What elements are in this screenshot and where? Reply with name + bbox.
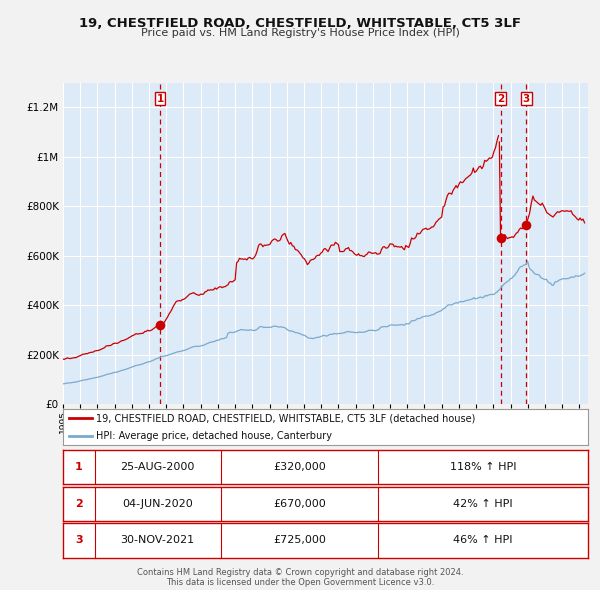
Text: 1: 1	[75, 463, 83, 472]
Text: 46% ↑ HPI: 46% ↑ HPI	[453, 536, 513, 545]
Text: 3: 3	[75, 536, 83, 545]
Text: £725,000: £725,000	[273, 536, 326, 545]
Text: HPI: Average price, detached house, Canterbury: HPI: Average price, detached house, Cant…	[95, 431, 332, 441]
Text: Contains HM Land Registry data © Crown copyright and database right 2024.: Contains HM Land Registry data © Crown c…	[137, 568, 463, 576]
Text: 19, CHESTFIELD ROAD, CHESTFIELD, WHITSTABLE, CT5 3LF: 19, CHESTFIELD ROAD, CHESTFIELD, WHITSTA…	[79, 17, 521, 30]
Text: 1: 1	[157, 94, 164, 104]
Point	[155, 320, 165, 330]
Text: 2: 2	[75, 499, 83, 509]
Text: 04-JUN-2020: 04-JUN-2020	[122, 499, 193, 509]
Point	[521, 220, 531, 230]
Text: 2: 2	[497, 94, 504, 104]
Text: 42% ↑ HPI: 42% ↑ HPI	[453, 499, 513, 509]
Point	[496, 234, 505, 243]
Text: Price paid vs. HM Land Registry's House Price Index (HPI): Price paid vs. HM Land Registry's House …	[140, 28, 460, 38]
Text: 30-NOV-2021: 30-NOV-2021	[121, 536, 194, 545]
Text: 19, CHESTFIELD ROAD, CHESTFIELD, WHITSTABLE, CT5 3LF (detached house): 19, CHESTFIELD ROAD, CHESTFIELD, WHITSTA…	[95, 413, 475, 423]
Text: 25-AUG-2000: 25-AUG-2000	[121, 463, 194, 472]
Text: 118% ↑ HPI: 118% ↑ HPI	[450, 463, 516, 472]
Text: £670,000: £670,000	[273, 499, 326, 509]
Text: £320,000: £320,000	[273, 463, 326, 472]
Text: This data is licensed under the Open Government Licence v3.0.: This data is licensed under the Open Gov…	[166, 578, 434, 587]
Text: 3: 3	[523, 94, 530, 104]
